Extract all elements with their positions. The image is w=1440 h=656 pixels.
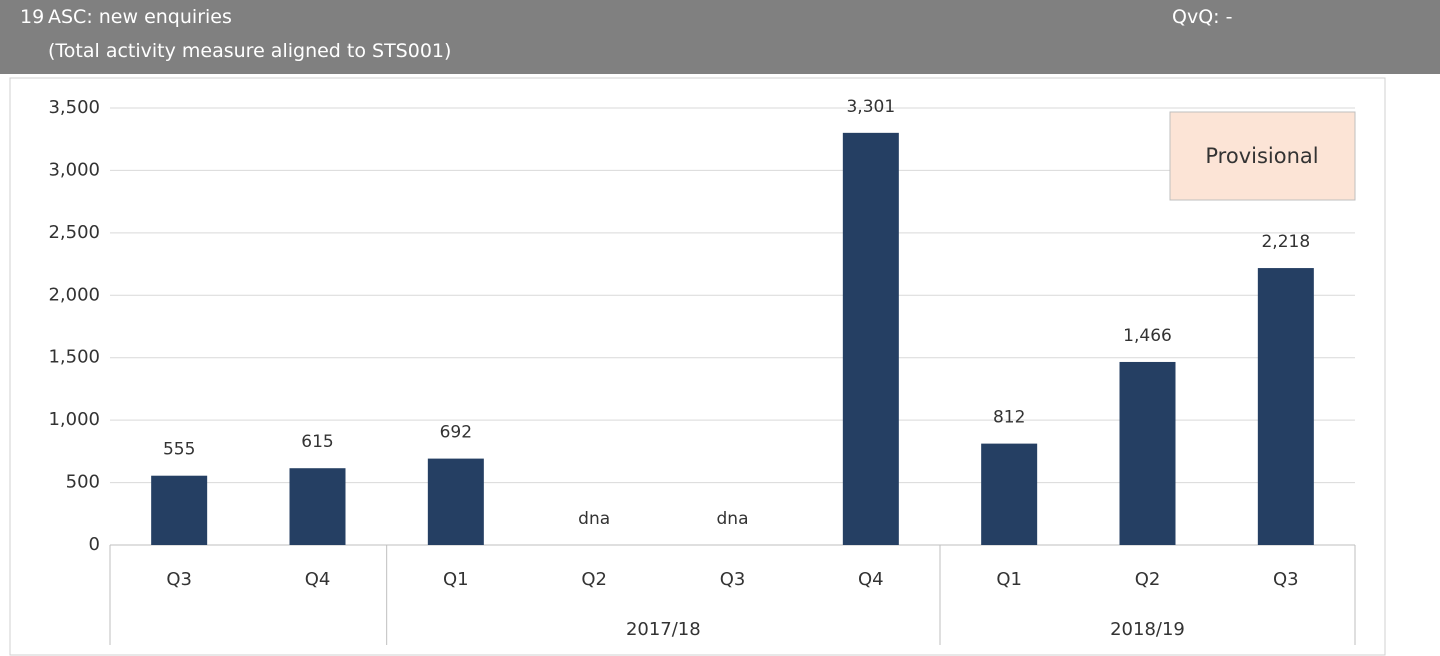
data-label: 692 xyxy=(440,423,472,443)
data-label: 1,466 xyxy=(1123,326,1172,346)
x-tick-label: Q1 xyxy=(443,569,469,590)
y-tick-label: 2,000 xyxy=(48,284,100,305)
x-tick-label: Q3 xyxy=(166,569,192,590)
annotation-box xyxy=(1169,111,1356,201)
y-tick-label: 500 xyxy=(66,472,100,493)
bar xyxy=(1119,361,1176,545)
data-label: 555 xyxy=(163,440,195,460)
indicator-subtitle: (Total activity measure aligned to STS00… xyxy=(48,40,452,62)
x-tick-label: Q3 xyxy=(1273,569,1299,590)
bar xyxy=(981,443,1038,545)
bar xyxy=(289,468,346,545)
bar xyxy=(151,475,208,545)
x-tick-label: Q2 xyxy=(581,569,607,590)
y-tick-label: 1,000 xyxy=(48,409,100,430)
data-label: dna xyxy=(717,509,749,529)
x-tick-label: Q4 xyxy=(305,569,331,590)
indicator-number: 19 xyxy=(20,6,45,28)
bar xyxy=(427,458,484,545)
data-label: 3,301 xyxy=(846,97,895,117)
x-tick-label: Q4 xyxy=(858,569,884,590)
y-tick-label: 1,500 xyxy=(48,347,100,368)
bar xyxy=(1257,268,1314,545)
header: 19 ASC: new enquiries (Total activity me… xyxy=(0,0,1440,74)
data-label: dna xyxy=(578,509,610,529)
data-label: 2,218 xyxy=(1261,232,1310,252)
qvq: QvQ: - xyxy=(1172,6,1233,28)
indicator-title: ASC: new enquiries xyxy=(48,6,232,28)
y-tick-label: 3,000 xyxy=(48,159,100,180)
x-tick-label: Q1 xyxy=(996,569,1022,590)
annotation: Provisional xyxy=(1205,144,1318,168)
data-label: 812 xyxy=(993,408,1025,428)
y-tick-label: 0 xyxy=(89,534,100,555)
bar xyxy=(842,132,899,546)
x-tick-label: Q3 xyxy=(720,569,746,590)
x-tick-label: Q2 xyxy=(1135,569,1161,590)
y-tick-label: 2,500 xyxy=(48,222,100,243)
y-tick-label: 3,500 xyxy=(48,97,100,118)
data-label: 615 xyxy=(301,432,333,452)
group-label: 2017/18 xyxy=(626,619,701,640)
group-label: 2018/19 xyxy=(1110,619,1185,640)
